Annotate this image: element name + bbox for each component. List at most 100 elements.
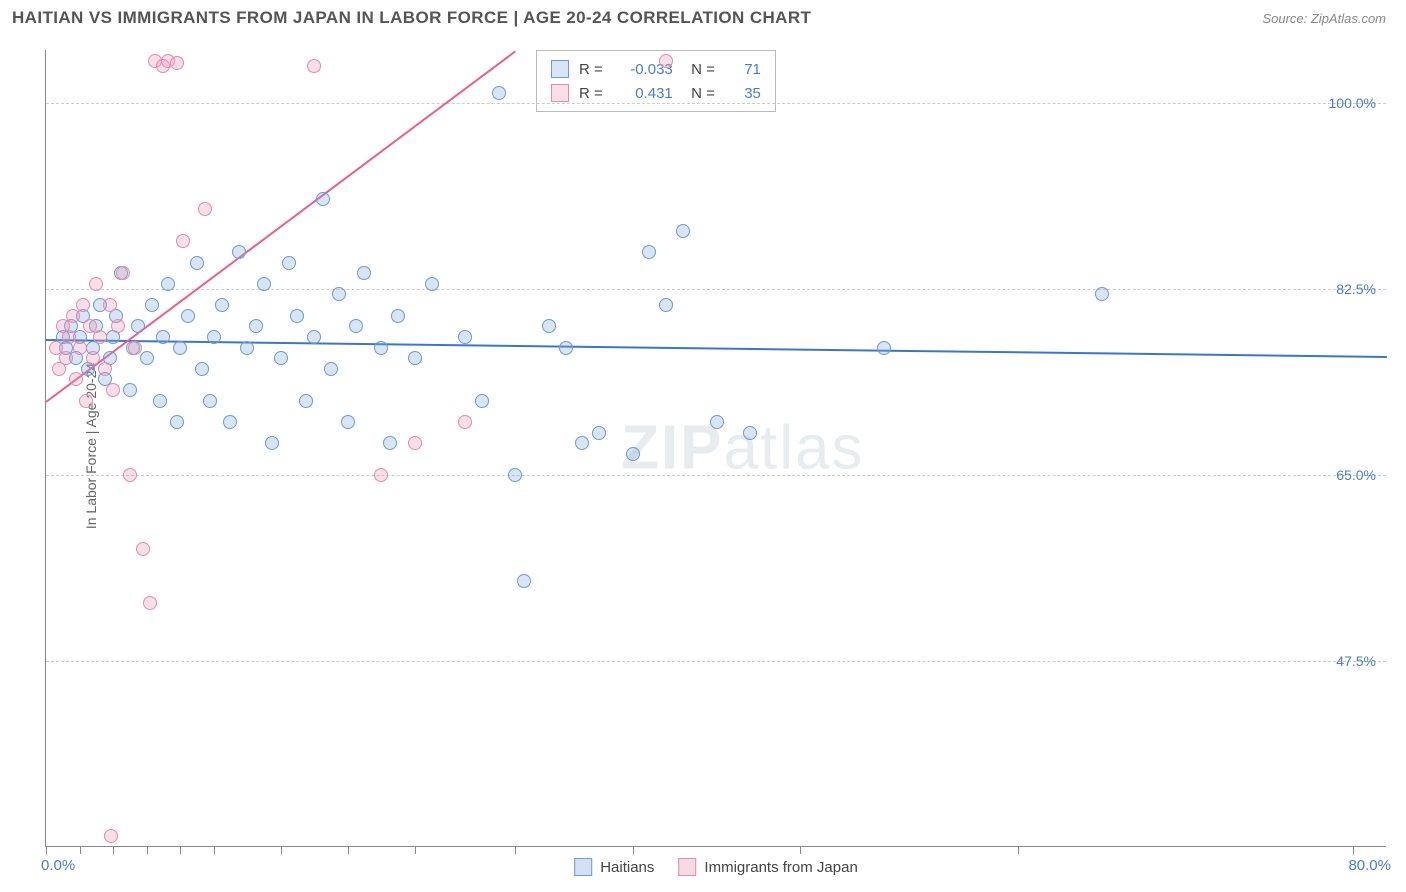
- data-point: [642, 245, 656, 259]
- data-point: [257, 277, 271, 291]
- data-point: [143, 596, 157, 610]
- data-point: [198, 202, 212, 216]
- data-point: [79, 394, 93, 408]
- series-legend-label: Immigrants from Japan: [704, 859, 857, 876]
- legend-swatch: [678, 858, 696, 876]
- data-point: [76, 298, 90, 312]
- data-point: [425, 277, 439, 291]
- chart-title: HAITIAN VS IMMIGRANTS FROM JAPAN IN LABO…: [12, 8, 811, 28]
- data-point: [203, 394, 217, 408]
- data-point: [173, 341, 187, 355]
- data-point: [877, 341, 891, 355]
- data-point: [316, 192, 330, 206]
- x-axis-min: 0.0%: [41, 857, 75, 874]
- series-legend-item: Haitians: [574, 858, 654, 876]
- data-point: [265, 436, 279, 450]
- legend-n-label: N =: [683, 85, 715, 102]
- data-point: [131, 319, 145, 333]
- data-point: [111, 319, 125, 333]
- series-legend-label: Haitians: [600, 859, 654, 876]
- x-tick: [180, 846, 181, 854]
- data-point: [181, 309, 195, 323]
- data-point: [408, 351, 422, 365]
- data-point: [161, 277, 175, 291]
- y-tick-label: 65.0%: [1336, 467, 1376, 483]
- data-point: [223, 415, 237, 429]
- data-point: [307, 59, 321, 73]
- data-point: [374, 468, 388, 482]
- x-tick: [633, 846, 634, 854]
- data-point: [508, 468, 522, 482]
- source-label: Source: ZipAtlas.com: [1262, 11, 1386, 26]
- watermark: ZIPatlas: [621, 413, 864, 484]
- data-point: [215, 298, 229, 312]
- x-tick: [113, 846, 114, 854]
- series-legend: Haitians Immigrants from Japan: [574, 858, 858, 876]
- legend-swatch: [551, 60, 569, 78]
- legend-n-value: 71: [725, 61, 761, 78]
- data-point: [156, 330, 170, 344]
- data-point: [98, 362, 112, 376]
- gridline: [46, 289, 1386, 290]
- x-tick: [415, 846, 416, 854]
- data-point: [592, 426, 606, 440]
- legend-swatch: [551, 84, 569, 102]
- data-point: [116, 266, 130, 280]
- y-tick-label: 47.5%: [1336, 653, 1376, 669]
- data-point: [170, 56, 184, 70]
- legend-r-label: R =: [579, 61, 603, 78]
- data-point: [383, 436, 397, 450]
- x-tick: [515, 846, 516, 854]
- data-point: [349, 319, 363, 333]
- legend-n-value: 35: [725, 85, 761, 102]
- data-point: [357, 266, 371, 280]
- legend-swatch: [574, 858, 592, 876]
- data-point: [391, 309, 405, 323]
- data-point: [282, 256, 296, 270]
- data-point: [710, 415, 724, 429]
- data-point: [86, 351, 100, 365]
- y-tick-label: 82.5%: [1336, 281, 1376, 297]
- data-point: [743, 426, 757, 440]
- data-point: [123, 468, 137, 482]
- data-point: [659, 54, 673, 68]
- data-point: [332, 287, 346, 301]
- x-tick: [46, 846, 47, 854]
- data-point: [123, 383, 137, 397]
- data-point: [1095, 287, 1109, 301]
- data-point: [69, 372, 83, 386]
- x-axis-max: 80.0%: [1348, 857, 1391, 874]
- x-tick: [1018, 846, 1019, 854]
- data-point: [374, 341, 388, 355]
- y-tick-label: 100.0%: [1329, 95, 1376, 111]
- data-point: [128, 341, 142, 355]
- series-legend-item: Immigrants from Japan: [678, 858, 857, 876]
- data-point: [73, 341, 87, 355]
- data-point: [195, 362, 209, 376]
- data-point: [475, 394, 489, 408]
- data-point: [517, 574, 531, 588]
- x-tick: [147, 846, 148, 854]
- data-point: [153, 394, 167, 408]
- data-point: [59, 351, 73, 365]
- data-point: [106, 383, 120, 397]
- x-tick: [80, 846, 81, 854]
- stats-legend-row: R =0.431 N =35: [551, 81, 761, 105]
- data-point: [324, 362, 338, 376]
- data-point: [542, 319, 556, 333]
- gridline: [46, 475, 1386, 476]
- legend-r-label: R =: [579, 85, 603, 102]
- data-point: [626, 447, 640, 461]
- x-tick: [281, 846, 282, 854]
- data-point: [145, 298, 159, 312]
- data-point: [408, 436, 422, 450]
- data-point: [89, 277, 103, 291]
- data-point: [136, 542, 150, 556]
- data-point: [299, 394, 313, 408]
- data-point: [458, 330, 472, 344]
- data-point: [240, 341, 254, 355]
- data-point: [559, 341, 573, 355]
- data-point: [140, 351, 154, 365]
- data-point: [207, 330, 221, 344]
- x-tick: [348, 846, 349, 854]
